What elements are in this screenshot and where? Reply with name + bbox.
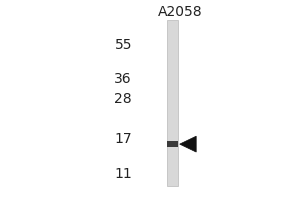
Polygon shape <box>180 136 196 152</box>
Text: 36: 36 <box>114 72 132 86</box>
Bar <box>167 141 178 147</box>
Text: 55: 55 <box>115 38 132 52</box>
Bar <box>167 20 178 186</box>
Text: 28: 28 <box>114 92 132 106</box>
Text: 17: 17 <box>114 132 132 146</box>
Text: A2058: A2058 <box>158 5 202 19</box>
Text: 11: 11 <box>114 167 132 181</box>
